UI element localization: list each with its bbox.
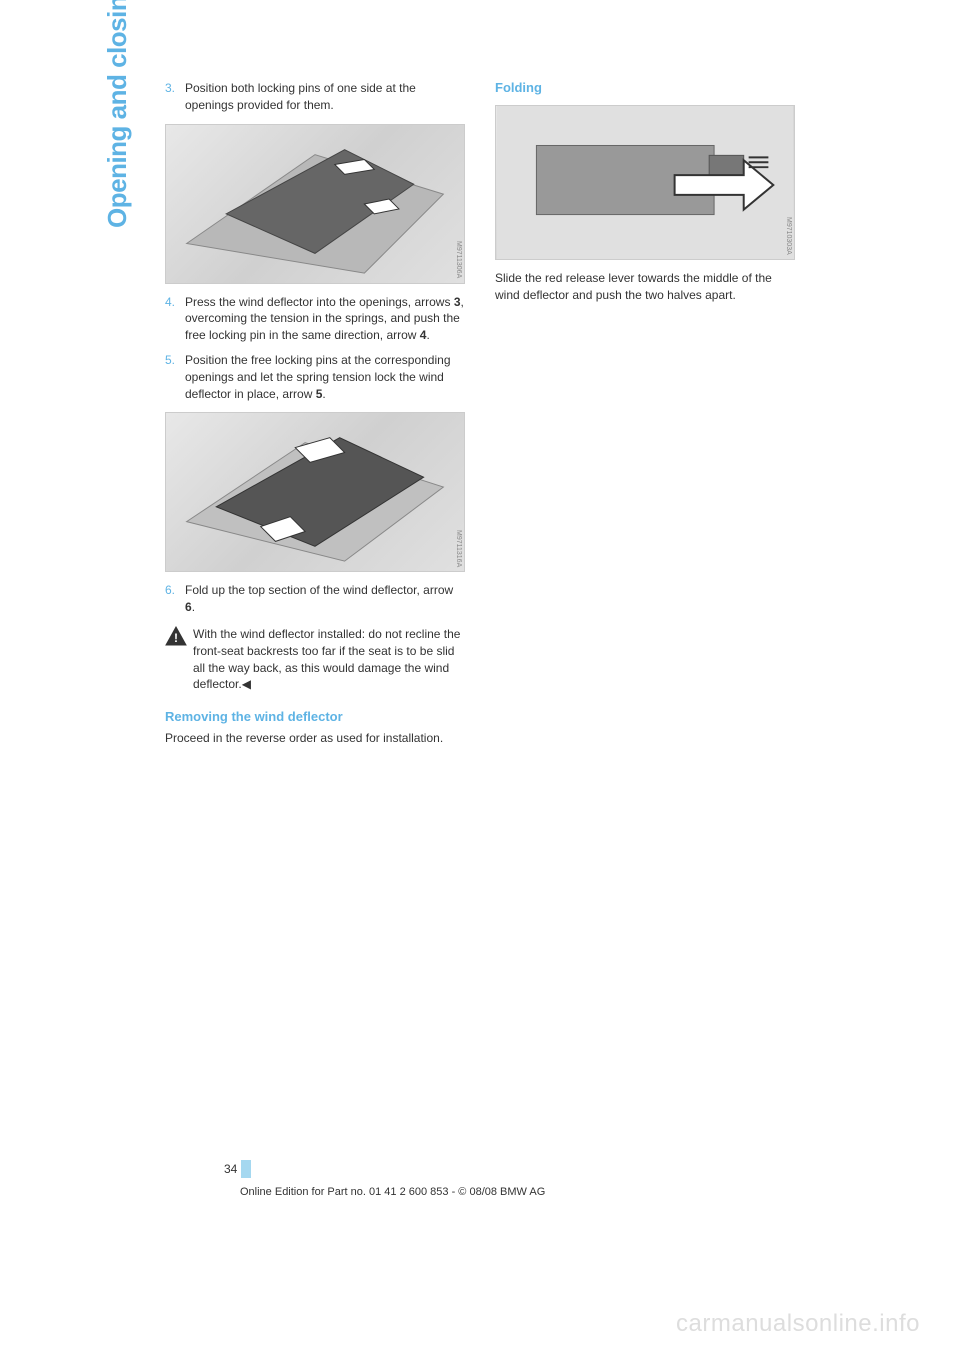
step-5: 5. Position the free locking pins at the… bbox=[165, 352, 465, 402]
sidebar-section-title: Opening and closing bbox=[102, 0, 133, 228]
step-text: Fold up the top section of the wind defl… bbox=[185, 582, 465, 616]
content-columns: 3. Position both locking pins of one sid… bbox=[165, 80, 850, 755]
folding-heading: Folding bbox=[495, 80, 795, 95]
figure-1-label: M9711306A bbox=[455, 241, 462, 278]
left-column: 3. Position both locking pins of one sid… bbox=[165, 80, 465, 755]
footer-text: Online Edition for Part no. 01 41 2 600 … bbox=[240, 1186, 545, 1198]
warning-text: With the wind deflector installed: do no… bbox=[193, 626, 465, 693]
figure-3-label: M9710303A bbox=[785, 217, 792, 255]
step-number: 6. bbox=[165, 582, 185, 616]
watermark: carmanualsonline.info bbox=[676, 1310, 920, 1338]
page-container: Opening and closing 3. Position both loc… bbox=[0, 0, 960, 1358]
figure-2-svg bbox=[166, 413, 464, 571]
right-column: Folding M9710303A Slide the red release … bbox=[495, 80, 795, 755]
step-text: Press the wind deflector into the openin… bbox=[185, 294, 465, 344]
figure-2-label: M9711316A bbox=[455, 530, 462, 567]
step-text: Position the free locking pins at the co… bbox=[185, 352, 465, 402]
page-marker bbox=[241, 1160, 251, 1178]
removing-heading: Removing the wind deflector bbox=[165, 709, 465, 724]
step-4: 4. Press the wind deflector into the ope… bbox=[165, 294, 465, 344]
figure-3-svg bbox=[496, 106, 794, 259]
figure-3: M9710303A bbox=[495, 105, 795, 260]
removing-text: Proceed in the reverse order as used for… bbox=[165, 730, 465, 747]
warning-block: ! With the wind deflector installed: do … bbox=[165, 626, 465, 693]
figure-1-svg bbox=[166, 125, 464, 283]
figure-2: M9711316A bbox=[165, 412, 465, 572]
folding-text: Slide the red release lever towards the … bbox=[495, 270, 795, 304]
figure-1: M9711306A bbox=[165, 124, 465, 284]
svg-text:!: ! bbox=[174, 631, 178, 645]
page-number: 34 bbox=[224, 1162, 237, 1176]
step-text: Position both locking pins of one side a… bbox=[185, 80, 465, 114]
step-3: 3. Position both locking pins of one sid… bbox=[165, 80, 465, 114]
step-number: 4. bbox=[165, 294, 185, 344]
step-6: 6. Fold up the top section of the wind d… bbox=[165, 582, 465, 616]
warning-icon: ! bbox=[165, 626, 187, 646]
page-number-block: 34 bbox=[224, 1160, 251, 1178]
step-number: 5. bbox=[165, 352, 185, 402]
step-number: 3. bbox=[165, 80, 185, 114]
